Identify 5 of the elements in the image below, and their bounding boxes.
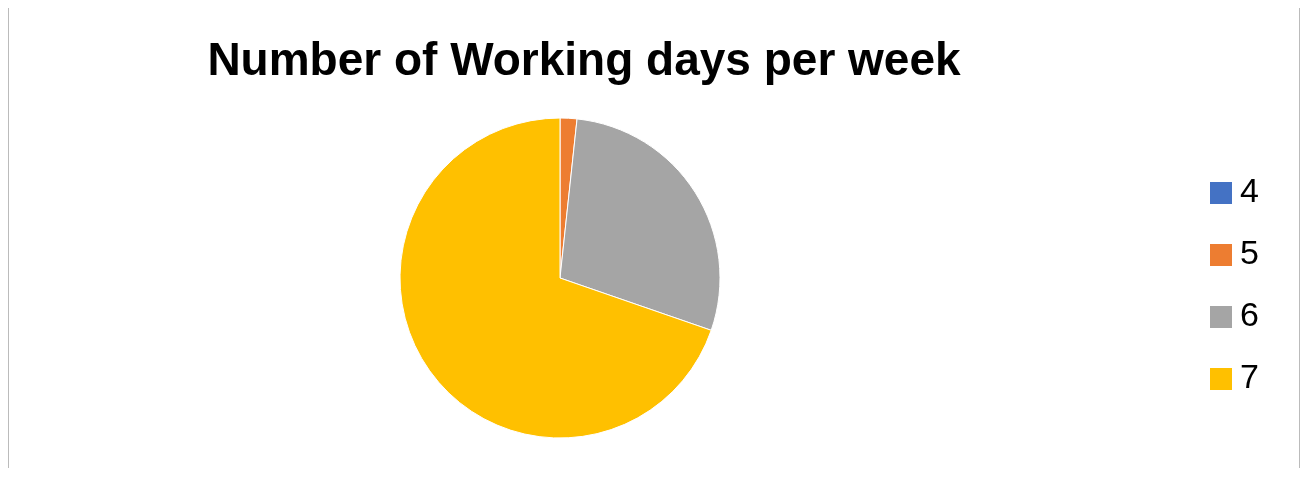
legend-label: 4	[1240, 171, 1259, 209]
legend-label: 6	[1240, 295, 1259, 333]
legend-label: 7	[1240, 357, 1259, 395]
chart-title: Number of Working days per week	[206, 32, 962, 87]
legend-label: 5	[1240, 233, 1259, 271]
